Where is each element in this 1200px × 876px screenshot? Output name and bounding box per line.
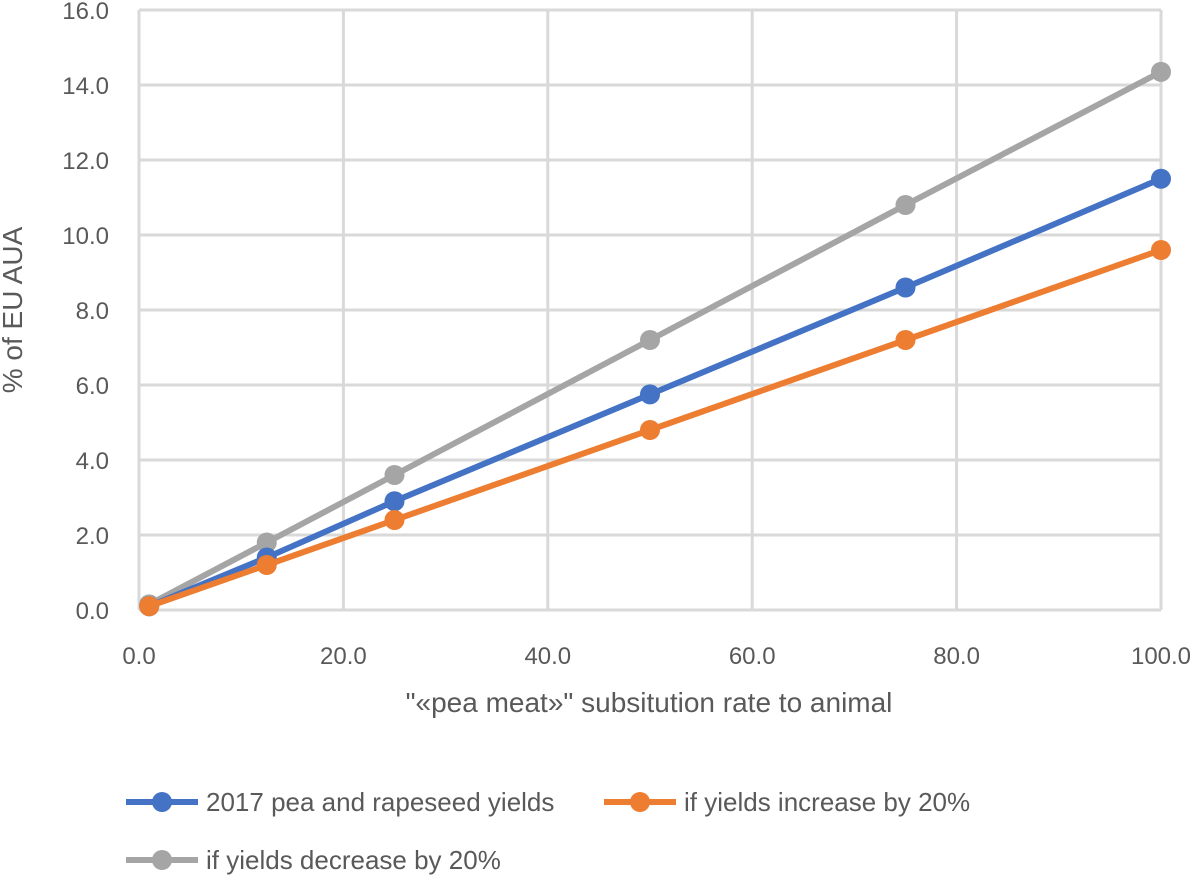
data-point (640, 384, 660, 405)
series-line (146, 247, 1164, 610)
series-layer (139, 61, 1171, 617)
y-tick-label: 2.0 (76, 523, 109, 550)
legend-item: 2017 pea and rapeseed yields (126, 787, 554, 817)
x-tick-label: 80.0 (933, 643, 980, 670)
legend-label: if yields increase by 20% (684, 787, 970, 817)
data-point (1151, 168, 1171, 189)
x-tick-label: 100.0 (1131, 643, 1191, 670)
y-tick-label: 8.0 (76, 298, 109, 325)
legend-label: if yields decrease by 20% (206, 845, 501, 875)
x-tick-label: 60.0 (729, 643, 776, 670)
y-axis-tick-labels: 0.0 2.0 4.0 6.0 8.0 10.0 12.0 14.0 16.0 (62, 0, 109, 625)
legend-marker (152, 850, 172, 870)
data-point (384, 491, 405, 512)
data-point (1151, 61, 1171, 82)
x-axis-title: "«pea meat»" subsitution rate to animal (406, 687, 893, 718)
data-point (139, 596, 160, 617)
data-point (1151, 240, 1171, 260)
data-point (384, 510, 405, 530)
legend-item: if yields increase by 20% (604, 787, 970, 817)
data-point (384, 465, 405, 485)
legend-marker (152, 792, 172, 812)
x-tick-label: 20.0 (320, 643, 367, 670)
series-3 (139, 61, 1171, 615)
data-point (256, 555, 277, 575)
y-tick-label: 10.0 (62, 223, 109, 250)
data-point (895, 330, 916, 350)
series-line (146, 175, 1164, 610)
x-tick-label: 40.0 (524, 643, 571, 670)
x-axis-tick-labels: 0.0 20.0 40.0 60.0 80.0 100.0 (122, 643, 1191, 670)
y-tick-label: 6.0 (76, 373, 109, 400)
series-line (146, 68, 1164, 608)
legend-label: 2017 pea and rapeseed yields (206, 787, 554, 817)
horizontal-gridlines (139, 8, 1161, 612)
y-tick-label: 4.0 (76, 448, 109, 475)
data-point (895, 195, 916, 215)
x-tick-label: 0.0 (122, 643, 155, 670)
legend: 2017 pea and rapeseed yields if yields in… (126, 787, 970, 875)
legend-marker (630, 792, 650, 812)
y-tick-label: 16.0 (62, 0, 109, 25)
data-point (640, 330, 660, 350)
data-point (256, 532, 277, 553)
data-point (640, 420, 660, 440)
series-2 (139, 240, 1171, 617)
legend-item: if yields decrease by 20% (126, 845, 501, 875)
y-tick-label: 12.0 (62, 148, 109, 175)
data-point (895, 277, 916, 298)
y-tick-label: 14.0 (62, 73, 109, 100)
y-axis-title: % of EU AUA (0, 226, 28, 393)
y-tick-label: 0.0 (76, 598, 109, 625)
